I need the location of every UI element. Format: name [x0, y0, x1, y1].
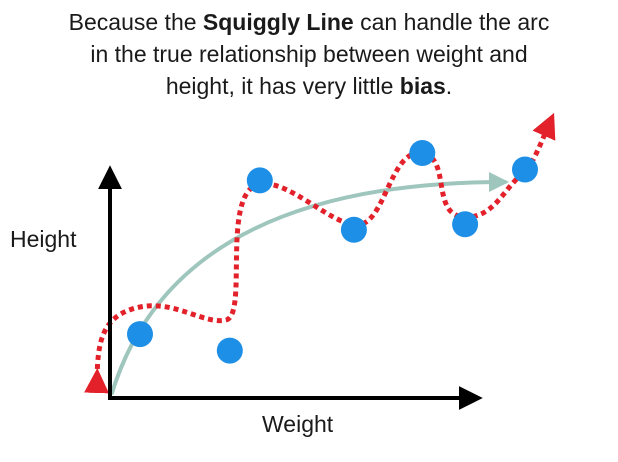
squiggly-line: [84, 112, 556, 394]
caption-text: can handle the arc: [353, 9, 550, 35]
data-point: [452, 211, 479, 238]
data-point: [340, 216, 367, 243]
data-point: [216, 337, 243, 364]
data-points: [127, 140, 538, 364]
data-point: [512, 156, 538, 183]
y-axis-label: Height: [10, 226, 77, 252]
x-axis-label: Weight: [262, 411, 334, 437]
caption-line-3: height, it has very little bias.: [0, 70, 618, 102]
caption-text: Because the: [68, 9, 203, 35]
caption-line-2: in the true relationship between weight …: [90, 41, 528, 67]
caption: Because the Squiggly Line can handle the…: [0, 6, 618, 102]
caption-text: .: [445, 73, 453, 99]
caption-text: height, it has very little: [165, 73, 400, 99]
data-point: [246, 167, 273, 194]
true-relationship-curve: [110, 172, 509, 395]
data-point: [409, 140, 436, 166]
caption-term-squiggly-line: Squiggly Line: [202, 9, 354, 35]
data-point: [127, 321, 153, 348]
caption-line-1: Because the Squiggly Line can handle the…: [0, 6, 618, 38]
caption-term-bias: bias: [399, 73, 446, 99]
